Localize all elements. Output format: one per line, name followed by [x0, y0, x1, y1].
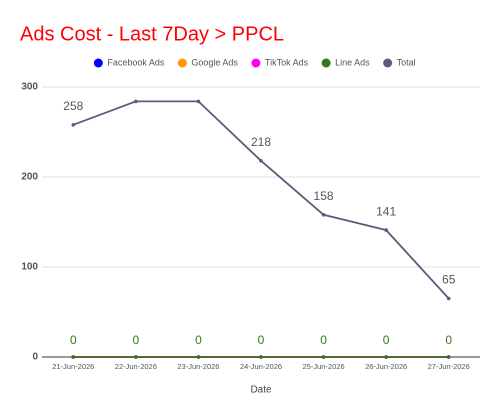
x-tick-label: 23-Jun-2026	[177, 362, 219, 371]
legend-marker	[177, 58, 187, 68]
y-tick-label: 0	[32, 352, 38, 363]
data-label: 0	[258, 333, 265, 347]
y-tick-label: 200	[21, 172, 38, 183]
data-label: 0	[320, 333, 327, 347]
data-point	[446, 296, 451, 301]
data-label: 258	[63, 99, 83, 113]
chart-title: Ads Cost - Last 7Day > PPCL	[20, 23, 284, 45]
data-point	[71, 355, 76, 359]
x-tick-label: 27-Jun-2026	[428, 362, 470, 371]
legend-label: TikTok Ads	[265, 57, 309, 67]
data-point	[446, 355, 451, 359]
y-tick-label: 100	[21, 262, 38, 273]
x-tick-label: 26-Jun-2026	[365, 362, 407, 371]
legend-marker	[321, 58, 331, 68]
legend-label: Facebook Ads	[107, 57, 165, 67]
x-tick-label: 21-Jun-2026	[52, 362, 94, 371]
legend-label: Line Ads	[335, 57, 370, 67]
data-point	[321, 355, 326, 359]
y-tick-label: 300	[21, 82, 38, 93]
legend-label: Google Ads	[191, 57, 238, 67]
data-point	[134, 355, 138, 359]
data-point	[196, 99, 201, 104]
legend-marker	[93, 58, 103, 68]
data-point	[71, 123, 76, 127]
data-label: 218	[251, 135, 271, 149]
data-label: 65	[442, 273, 456, 287]
data-label: 0	[70, 333, 77, 347]
x-tick-label: 22-Jun-2026	[115, 362, 157, 371]
data-point	[259, 355, 263, 359]
x-axis-label: Date	[250, 385, 272, 396]
data-label: 0	[195, 333, 202, 347]
data-point	[134, 99, 138, 104]
data-point	[321, 213, 326, 217]
data-label: 0	[383, 333, 390, 347]
legend-marker	[251, 58, 261, 68]
data-label: 141	[376, 204, 396, 218]
data-point	[384, 355, 388, 359]
x-tick-label: 24-Jun-2026	[240, 362, 282, 371]
legend-marker	[383, 58, 393, 68]
data-label: 0	[133, 333, 140, 347]
data-point	[384, 228, 388, 232]
data-label: 158	[314, 189, 334, 203]
data-point	[259, 159, 263, 163]
data-point	[196, 355, 201, 359]
legend-label: Total	[397, 57, 416, 67]
series-line	[72, 100, 450, 300]
x-tick-label: 25-Jun-2026	[303, 362, 345, 371]
data-label: 0	[445, 333, 452, 347]
